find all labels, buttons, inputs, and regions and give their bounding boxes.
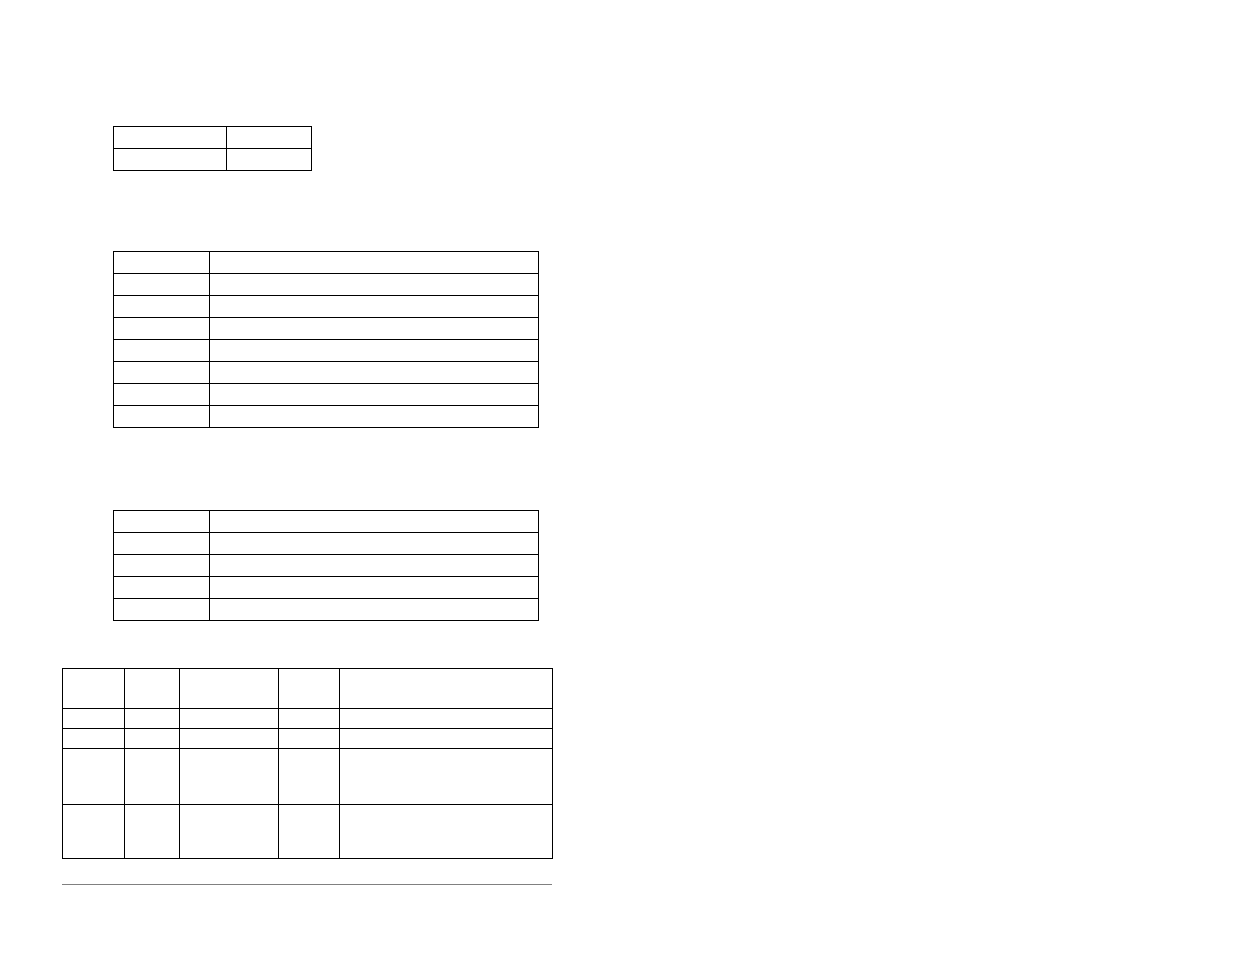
table-row bbox=[114, 577, 539, 599]
table-4 bbox=[62, 668, 553, 859]
table-row bbox=[63, 749, 553, 805]
table-row bbox=[63, 729, 553, 749]
table-row bbox=[63, 709, 553, 729]
page bbox=[0, 0, 1235, 954]
table-row bbox=[114, 599, 539, 621]
table-row bbox=[114, 511, 539, 533]
table-row bbox=[114, 149, 312, 171]
table-row bbox=[114, 533, 539, 555]
table-row bbox=[114, 555, 539, 577]
table-row bbox=[114, 362, 539, 384]
footnote-rule bbox=[62, 884, 552, 885]
table-row bbox=[114, 340, 539, 362]
table-3 bbox=[113, 510, 539, 621]
table-row bbox=[114, 296, 539, 318]
table-row bbox=[114, 318, 539, 340]
table-row bbox=[114, 406, 539, 428]
table-2 bbox=[113, 251, 539, 428]
table-1 bbox=[113, 126, 312, 171]
table-row bbox=[63, 669, 553, 709]
table-row bbox=[114, 252, 539, 274]
table-row bbox=[114, 274, 539, 296]
table-row bbox=[63, 805, 553, 859]
table-row bbox=[114, 384, 539, 406]
table-row bbox=[114, 127, 312, 149]
